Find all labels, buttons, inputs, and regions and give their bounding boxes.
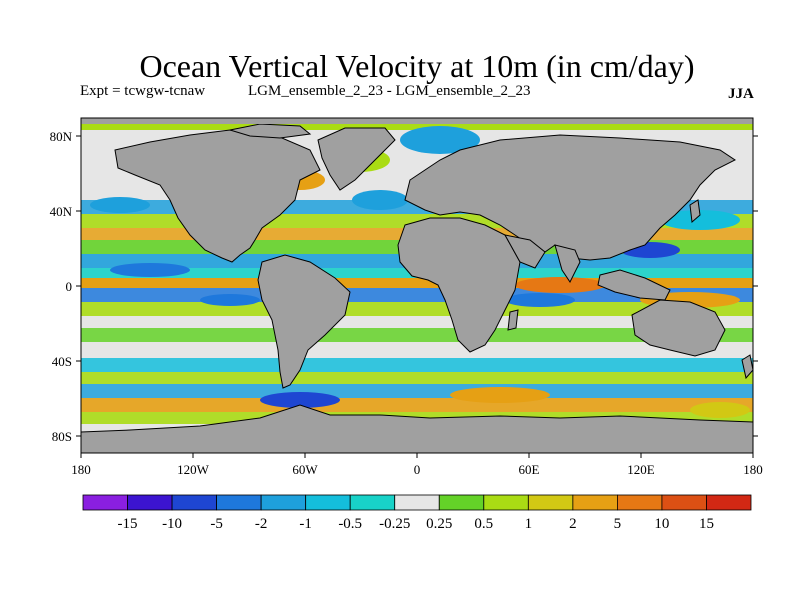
velocity-band — [81, 398, 753, 412]
velocity-band — [81, 342, 753, 358]
colorbar-swatch — [617, 494, 663, 511]
colorbar-swatch — [483, 494, 529, 511]
x-tick-label: 180 — [71, 462, 91, 477]
colorbar-swatch — [438, 494, 485, 511]
velocity-patch — [515, 277, 605, 293]
velocity-patch — [90, 197, 150, 213]
arctic-ice — [81, 118, 753, 124]
velocity-band — [81, 372, 753, 384]
colorbar-swatch — [305, 494, 351, 511]
velocity-band — [81, 302, 753, 316]
colorbar-swatch — [260, 494, 307, 511]
colorbar-label: -10 — [162, 516, 182, 532]
india — [554, 244, 581, 283]
eurasia — [404, 134, 736, 261]
colorbar-label: 2 — [569, 516, 577, 532]
velocity-band — [81, 328, 753, 342]
colorbar-label: -2 — [255, 516, 268, 532]
colorbar-label: -0.5 — [338, 516, 362, 532]
colorbar-label: -15 — [118, 516, 138, 532]
new-zealand — [741, 354, 753, 380]
greenland — [317, 127, 396, 191]
colorbar-label: 10 — [654, 516, 669, 532]
colorbar-swatch — [394, 494, 440, 511]
colorbar-label: 0.5 — [474, 516, 493, 532]
south-america — [257, 254, 351, 389]
axis-ticks — [76, 135, 758, 458]
x-tick-label: 120W — [177, 462, 210, 477]
colorbar-label: 15 — [699, 516, 714, 532]
velocity-patch — [110, 263, 190, 277]
colorbar-swatch — [527, 494, 574, 511]
colorbar-swatch — [127, 494, 173, 511]
colorbar-swatch — [82, 494, 128, 511]
velocity-patch — [260, 392, 340, 408]
colorbar-label: -1 — [299, 516, 312, 532]
velocity-field — [81, 118, 753, 453]
velocity-patch — [660, 210, 740, 230]
map-title: Ocean Vertical Velocity at 10m (in cm/da… — [139, 48, 695, 84]
experiment-label: Expt = tcwgw-tcnaw — [80, 83, 206, 99]
y-tick-label: 80S — [52, 429, 72, 444]
velocity-patch — [505, 293, 575, 307]
velocity-band — [81, 384, 753, 398]
y-tick-label: 80N — [50, 129, 73, 144]
colorbar — [82, 494, 752, 511]
y-tick-label: 40N — [50, 204, 73, 219]
y-axis-labels: 80N 40N 0 40S 80S — [50, 129, 73, 444]
africa — [397, 217, 521, 353]
arabia — [504, 234, 546, 269]
velocity-patch — [450, 387, 550, 403]
colorbar-label: 1 — [525, 516, 533, 532]
madagascar — [507, 309, 519, 331]
x-tick-label: 120E — [627, 462, 655, 477]
velocity-band — [81, 358, 753, 372]
x-tick-label: 60E — [519, 462, 540, 477]
x-tick-label: 180 — [743, 462, 763, 477]
antarctica — [81, 404, 753, 453]
colorbar-swatch — [349, 494, 396, 511]
x-tick-label: 0 — [414, 462, 421, 477]
season-label: JJA — [728, 86, 754, 102]
velocity-patch — [690, 402, 750, 418]
japan — [689, 199, 701, 224]
colorbar-labels: -15 -10 -5 -2 -1 -0.5 -0.25 0.25 0.5 1 2 5 10 15 — [118, 516, 714, 532]
colorbar-swatch — [216, 494, 262, 511]
colorbar-swatch — [572, 494, 618, 511]
velocity-patch — [400, 126, 480, 154]
y-tick-label: 40S — [52, 354, 72, 369]
colorbar-label: 5 — [614, 516, 622, 532]
colorbar-label: -0.25 — [379, 516, 410, 532]
velocity-patch — [352, 190, 408, 210]
velocity-patch — [200, 294, 260, 306]
colorbar-label: -5 — [210, 516, 223, 532]
australia — [631, 299, 726, 357]
runs-label: LGM_ensemble_2_23 - LGM_ensemble_2_23 — [248, 83, 531, 99]
colorbar-swatch — [171, 494, 218, 511]
colorbar-swatch — [706, 494, 752, 511]
x-tick-label: 60W — [292, 462, 318, 477]
velocity-band — [81, 278, 753, 288]
y-tick-label: 0 — [66, 279, 73, 294]
colorbar-label: 0.25 — [426, 516, 452, 532]
land-masses — [81, 123, 753, 453]
colorbar-swatch — [661, 494, 707, 511]
x-axis-labels: 180 120W 60W 0 60E 120E 180 — [71, 462, 763, 477]
velocity-band — [81, 316, 753, 328]
